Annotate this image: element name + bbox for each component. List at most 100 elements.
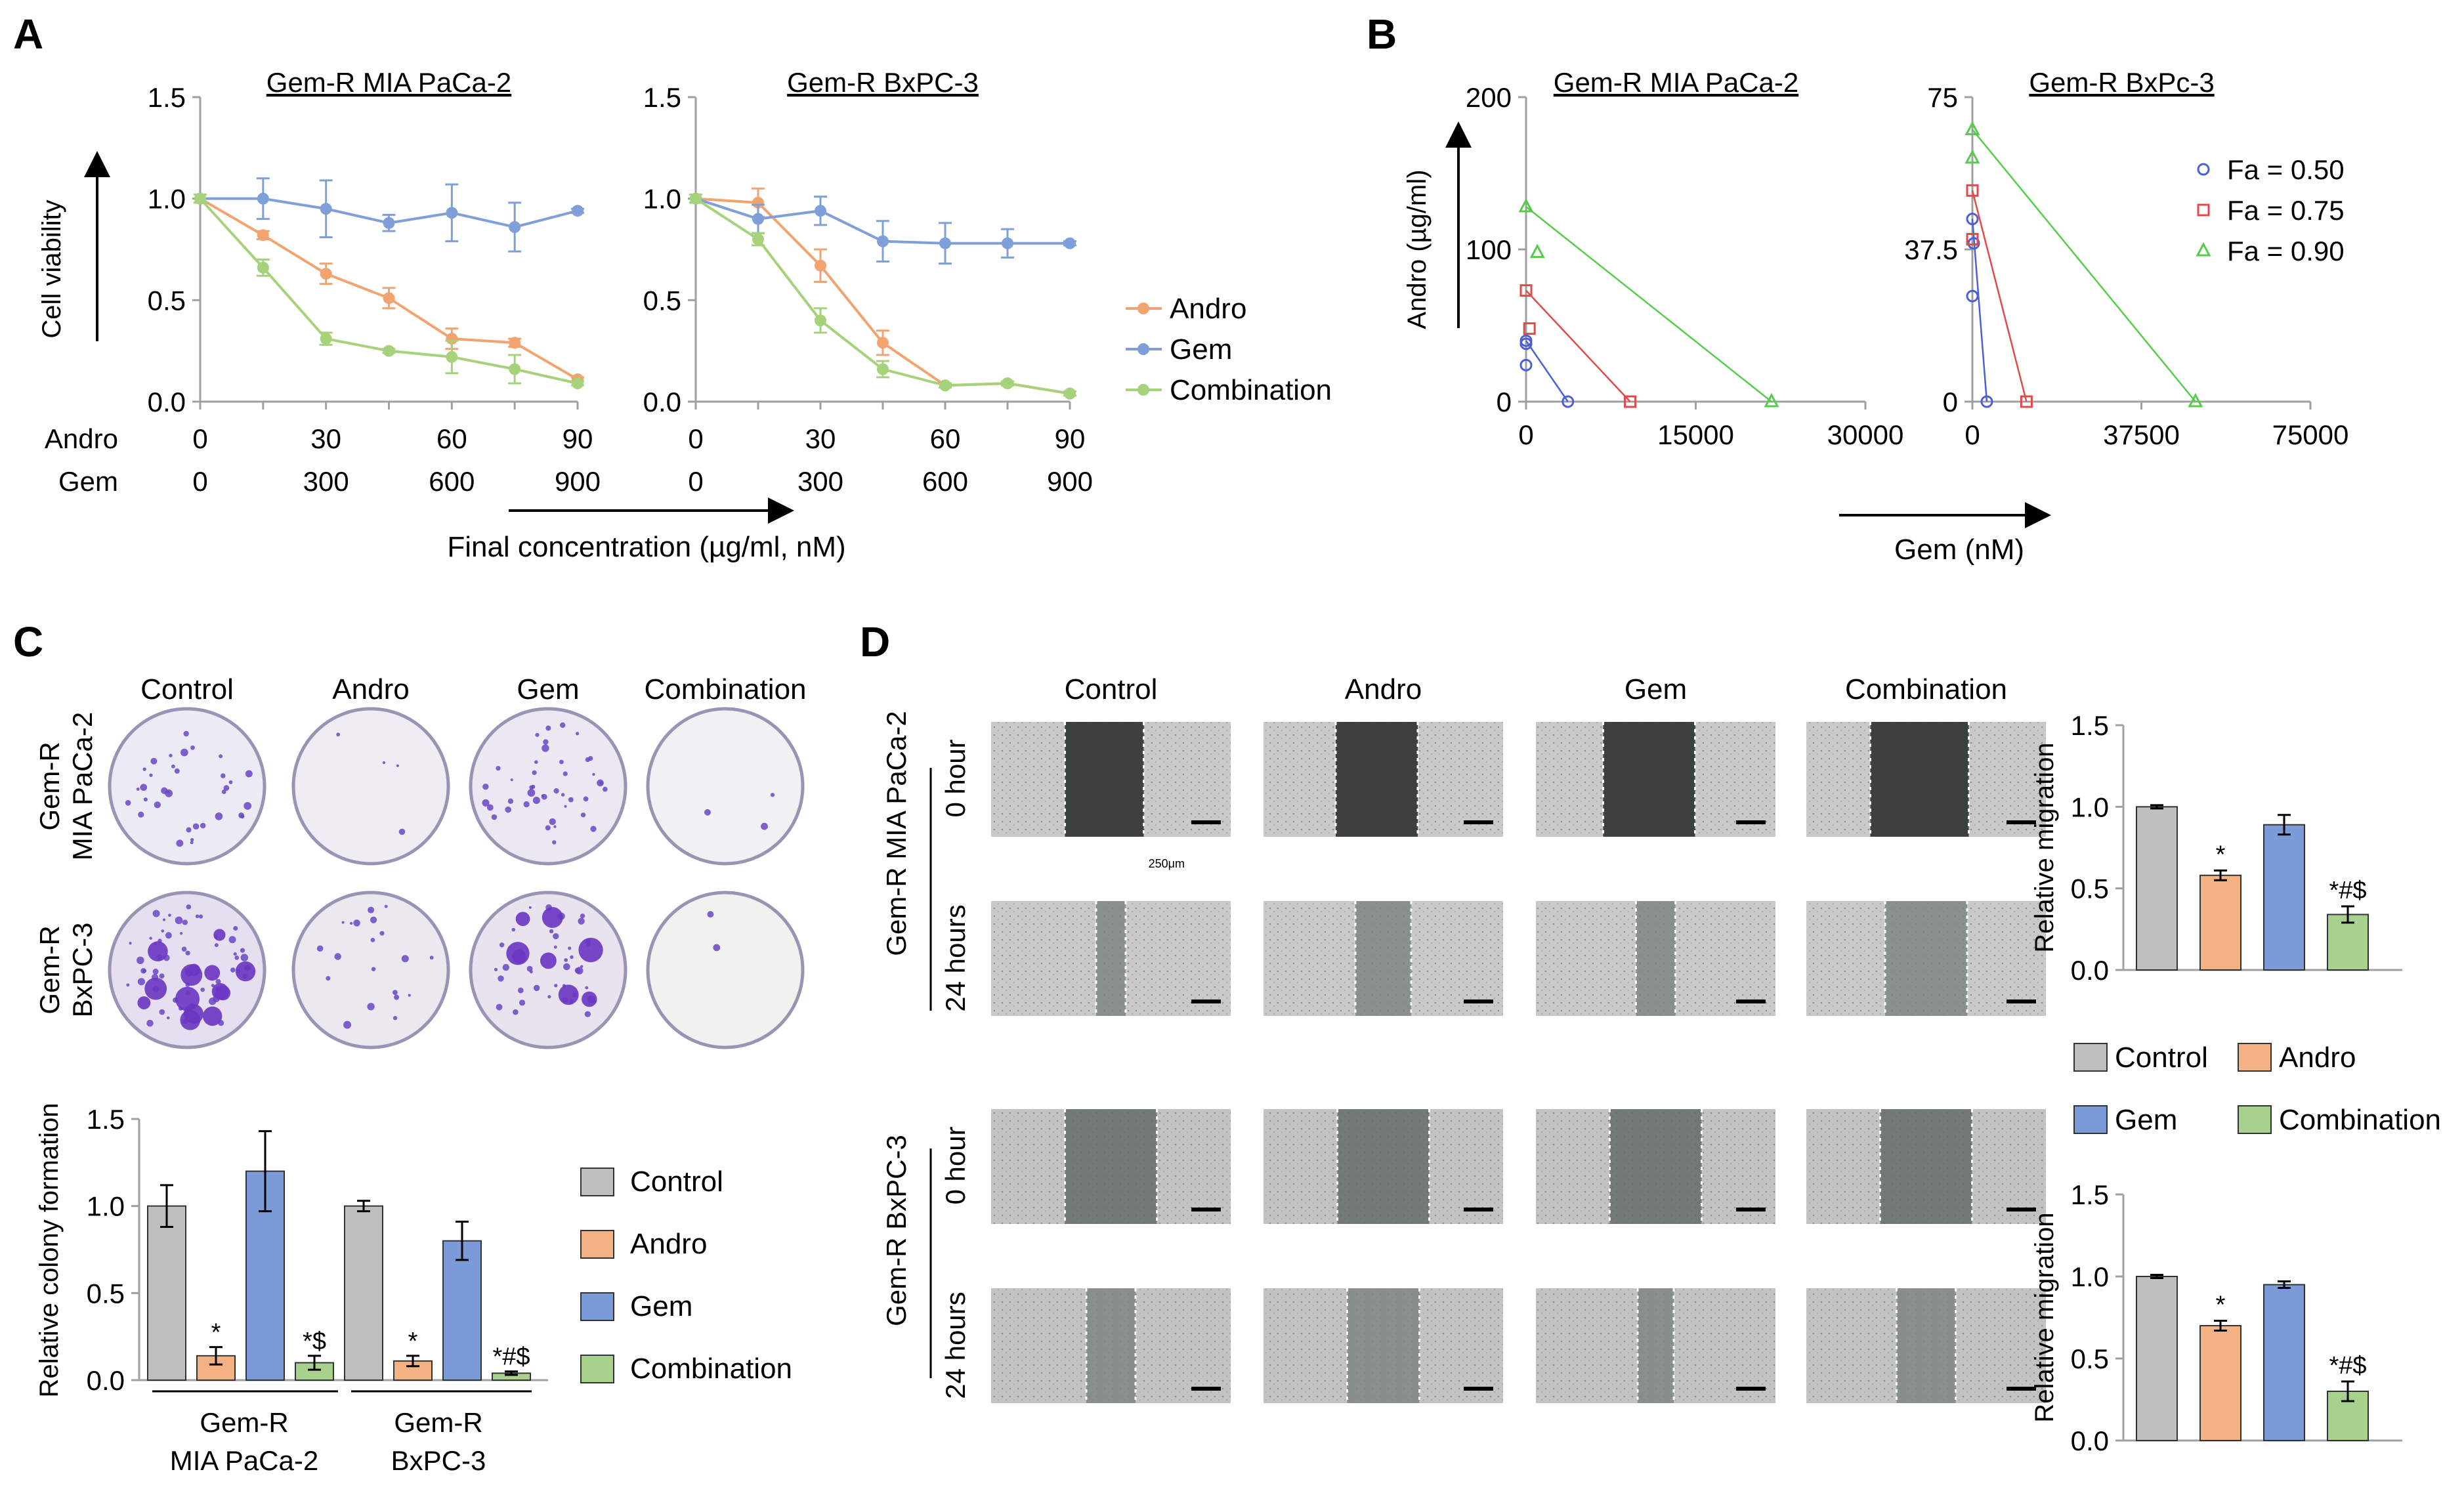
- c-plate-colony: [382, 761, 386, 765]
- c-plate-colony: [240, 814, 245, 819]
- a2-andro-dose-label: 60: [930, 423, 961, 454]
- c-plate-colony: [219, 754, 223, 759]
- d2-bar-andro: [2199, 1325, 2241, 1441]
- c-plate-colony: [343, 1021, 351, 1029]
- b2-fa-isobole-line: [1971, 190, 2028, 402]
- b1-ytick-label: 200: [1466, 82, 1512, 113]
- c-plate-colony: [713, 944, 721, 952]
- b2-fa-combination-point: [1966, 233, 1979, 246]
- b2-xtick-label: 37500: [2103, 419, 2180, 450]
- a-legend-label-andro: Andro: [1170, 293, 1246, 325]
- c-plate-colony: [547, 995, 551, 999]
- c-plate-colony: [171, 764, 175, 769]
- d-scratch-wound: [1086, 1288, 1136, 1403]
- c-plate-colony: [140, 968, 146, 974]
- c-plate-colony: [704, 809, 711, 816]
- d-legend-swatch-andro: [2238, 1043, 2272, 1072]
- b2-fa-intercept-marker: [2188, 392, 2203, 408]
- c-legend-swatch-combination: [580, 1355, 614, 1383]
- c-plate-colony: [181, 946, 187, 952]
- a1-gem-point: [446, 207, 458, 219]
- a2-combination-point: [815, 314, 826, 327]
- c-plate-colony: [230, 967, 236, 973]
- a1-combination-point: [383, 345, 395, 357]
- c-plate-colony-large: [215, 985, 231, 1001]
- c-plate-colony: [168, 914, 171, 917]
- a1-andro-dose-label: 60: [436, 423, 467, 454]
- b-legend-marker-fa: [2196, 242, 2211, 257]
- c-plate-colony: [507, 798, 514, 804]
- c-plate-colony: [542, 744, 549, 752]
- a2-gem-point: [1064, 237, 1076, 249]
- b2-fa-intercept-marker: [1980, 395, 1993, 408]
- c-bar-ytick-label: 1.5: [87, 1104, 125, 1135]
- a2-gem-dose-label: 600: [922, 466, 968, 497]
- c-plate-colony: [185, 950, 190, 956]
- d1-bar-ytick-label: 0.5: [2071, 874, 2109, 904]
- a1-andro-dose-label: 30: [310, 423, 341, 454]
- d-scratch-wound: [1096, 901, 1126, 1016]
- a-legend-marker-andro: [1137, 303, 1149, 314]
- c-plate-colony: [529, 970, 533, 974]
- c-plate-colony: [529, 785, 534, 790]
- c-legend-swatch-control: [580, 1168, 614, 1196]
- c-plate-colony: [190, 837, 194, 842]
- c-plate-colony: [165, 932, 172, 939]
- c-plate-colony: [166, 1016, 170, 1020]
- c-plate-colony: [175, 916, 183, 925]
- a1-andro-point: [320, 268, 332, 280]
- a2-ytick-label: 1.5: [643, 82, 681, 113]
- c-plate-colony: [152, 968, 159, 975]
- c-plate-colony: [498, 975, 504, 982]
- b-legend-label-fa: Fa = 0.90: [2227, 236, 2345, 266]
- c-plate-colony: [494, 967, 498, 971]
- c-plate-colony: [523, 801, 530, 808]
- a-x-axis-label: Final concentration (µg/ml, nM): [447, 531, 845, 563]
- a-legend-label-combination: Combination: [1170, 374, 1332, 406]
- d-time-label: 24 hours: [940, 1292, 971, 1399]
- a-gem-row-label: Gem: [58, 466, 118, 497]
- c-bar-ytick-label: 0.0: [87, 1365, 125, 1396]
- b-legend-label-fa: Fa = 0.50: [2227, 154, 2345, 185]
- c-plate-colony: [532, 770, 537, 775]
- c-plate-colony: [408, 994, 411, 997]
- c-plate-row-label-line1: Gem-R: [34, 925, 65, 1014]
- d-legend-label-gem: Gem: [2115, 1104, 2177, 1136]
- c-bar-y-axis-label: Relative colony formation: [35, 1103, 64, 1397]
- b2-fa-combination-point: [1967, 237, 1980, 250]
- b1-ytick-label: 0: [1497, 387, 1512, 417]
- c-plate-well: [291, 891, 450, 1049]
- d-time-label: 0 hour: [940, 739, 971, 817]
- c-plate-colony-large: [512, 949, 526, 963]
- c-plate-colony: [240, 954, 249, 961]
- b1-fa-isobole-line: [1525, 206, 1772, 402]
- c-plate-colony: [368, 906, 375, 914]
- d2-bar-ytick-label: 0.5: [2071, 1343, 2109, 1374]
- d-cell-line-label: Gem-R MIA PaCa-2: [881, 711, 912, 956]
- c-plate-colony-large: [578, 937, 603, 963]
- b1-fa-combination-point: [1519, 358, 1533, 371]
- c-plate-colony: [394, 994, 400, 1000]
- c-plate-colony: [549, 818, 556, 826]
- c-plate-colony: [553, 788, 559, 794]
- c-plate-colony: [129, 942, 132, 945]
- c-plate-colony: [190, 745, 195, 750]
- a1-ytick-label: 0.0: [148, 387, 186, 417]
- a-legend-marker-gem: [1137, 343, 1149, 355]
- c-plate-well: [291, 707, 450, 866]
- a2-ytick-label: 1.0: [643, 184, 681, 215]
- c-plate-colony: [517, 987, 524, 994]
- d-column-label: Combination: [1845, 673, 2007, 705]
- b1-fa-combination-point: [1519, 337, 1533, 350]
- c-plate-colony: [223, 785, 230, 791]
- c-plate-colony: [563, 963, 570, 971]
- c-plate-colony: [136, 788, 140, 791]
- d-legend-swatch-gem: [2073, 1105, 2108, 1134]
- d-scratch-wound: [1885, 901, 1967, 1016]
- c-plate-colony: [341, 921, 345, 924]
- c-bar-control: [344, 1205, 383, 1381]
- c-plate-colony: [137, 956, 144, 965]
- c-plate-colony: [570, 955, 574, 959]
- b1-fa-intercept-marker: [1624, 395, 1637, 408]
